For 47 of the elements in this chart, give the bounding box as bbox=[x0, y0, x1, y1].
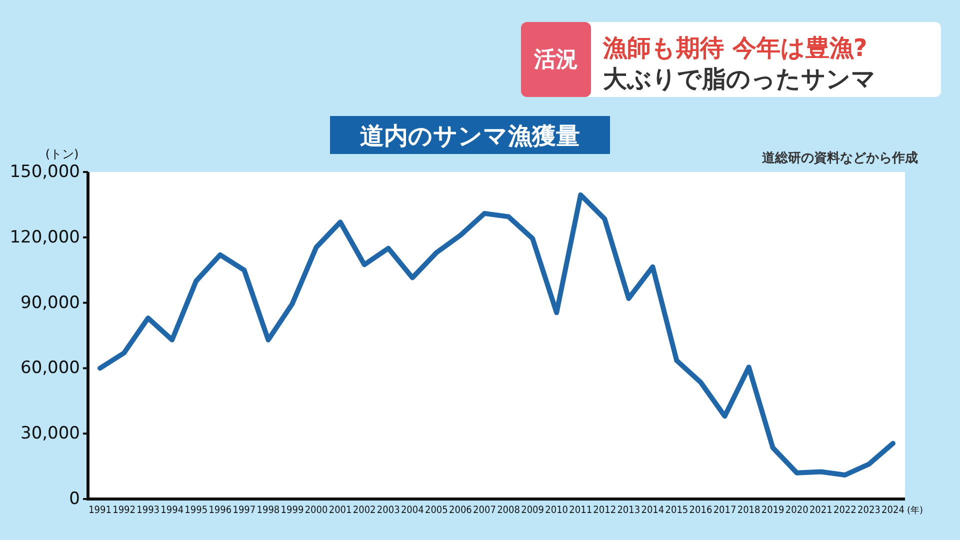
x-tick-label: 1994 bbox=[160, 505, 184, 516]
x-tick-label: 2013 bbox=[617, 505, 640, 516]
x-tick-label: 1996 bbox=[208, 505, 232, 516]
x-tick-label: 2001 bbox=[328, 505, 352, 516]
y-tick-label: 60,000 bbox=[20, 358, 80, 378]
y-tick-label: 150,000 bbox=[10, 162, 80, 182]
y-tick-label: 120,000 bbox=[10, 227, 80, 248]
x-tick-label: 2017 bbox=[713, 505, 736, 516]
x-tick-label: 1997 bbox=[232, 505, 256, 516]
text: 活況 bbox=[533, 48, 578, 72]
x-tick-label: 2002 bbox=[352, 505, 376, 516]
x-tick-label: 2003 bbox=[376, 505, 400, 516]
x-tick-label: 2022 bbox=[833, 505, 856, 516]
chart-title: 道内のサンマ漁獲量 bbox=[360, 122, 580, 150]
y-axis-title: (トン) bbox=[45, 147, 79, 161]
x-tick-label: 2000 bbox=[304, 505, 328, 516]
x-tick-label: 2005 bbox=[424, 505, 448, 516]
x-axis-title: (年) bbox=[907, 505, 924, 516]
x-tick-label: 2016 bbox=[689, 505, 712, 516]
y-tick-label: 0 bbox=[69, 489, 80, 509]
x-tick-label: 2014 bbox=[641, 505, 664, 516]
x-tick-label: 2010 bbox=[545, 505, 568, 516]
x-tick-label: 2018 bbox=[737, 505, 761, 516]
x-tick-label: 2008 bbox=[497, 505, 520, 516]
x-tick-label: 1993 bbox=[136, 505, 160, 516]
x-tick-label: 2009 bbox=[521, 505, 544, 516]
y-tick-label: 90,000 bbox=[20, 292, 80, 313]
x-tick-label: 2012 bbox=[593, 505, 616, 516]
x-tick-label: 2011 bbox=[569, 505, 592, 516]
x-tick-label: 2006 bbox=[449, 505, 472, 516]
x-tick-label: 2021 bbox=[809, 505, 832, 516]
x-tick-label: 1995 bbox=[184, 505, 208, 516]
x-tick-label: 2015 bbox=[665, 505, 688, 516]
x-tick-label: 2023 bbox=[858, 505, 880, 516]
x-tick-label: 2020 bbox=[785, 505, 809, 516]
x-tick-label: 1998 bbox=[256, 505, 280, 516]
x-tick-label: 2019 bbox=[761, 505, 785, 516]
x-tick-label: 2004 bbox=[400, 505, 424, 516]
text: 道総研の資料などから作成 bbox=[761, 151, 918, 166]
text: 大ぶりで脂のったサンマ bbox=[603, 65, 876, 93]
x-tick-label: 1999 bbox=[280, 505, 304, 516]
x-tick-label: 1991 bbox=[88, 505, 112, 516]
x-tick-label: 2024 bbox=[882, 505, 905, 516]
x-tick-label: 1992 bbox=[112, 505, 136, 516]
text: 漁師も期待 今年は豊漁? bbox=[602, 34, 868, 62]
x-tick-label: 2007 bbox=[473, 505, 496, 516]
y-tick-label: 30,000 bbox=[20, 424, 80, 444]
